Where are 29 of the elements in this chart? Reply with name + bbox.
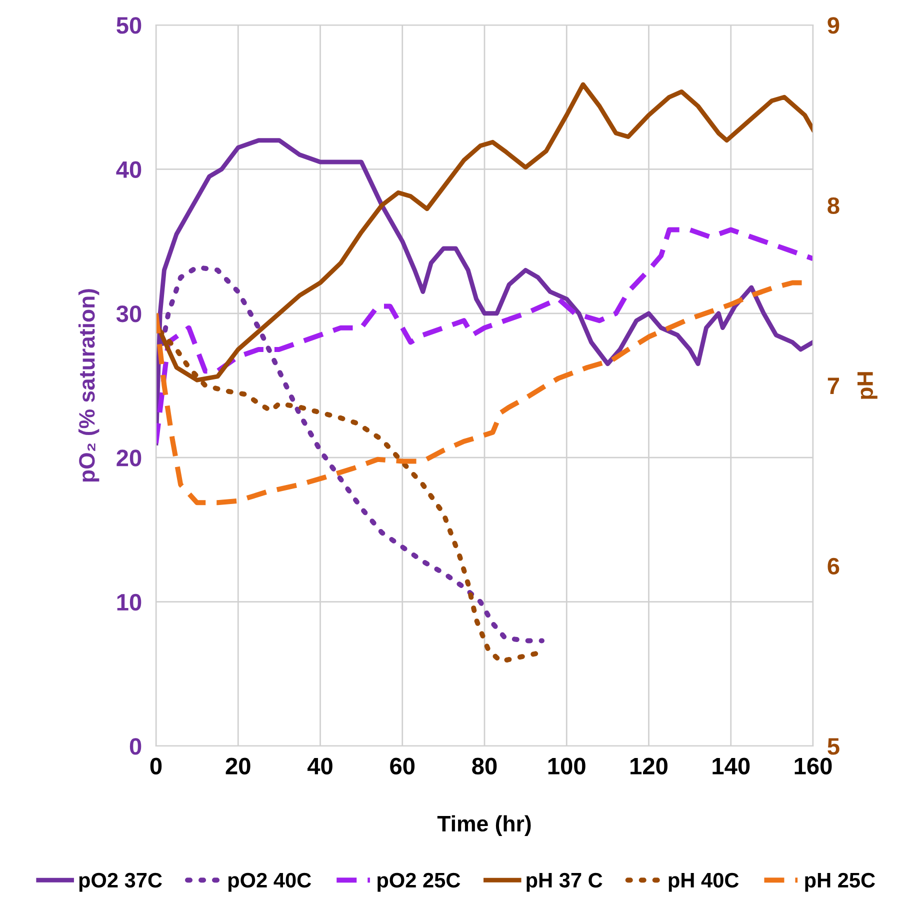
y-tick-label: 40	[116, 161, 142, 178]
y2-tick-label: 6	[828, 558, 840, 575]
x-tick-label: 20	[226, 758, 250, 774]
x-tick-label: 140	[712, 758, 750, 774]
x-tick-label: 100	[548, 758, 586, 774]
y2-tick-label: 8	[828, 197, 840, 214]
y-axis-title: pO₂ (% saturation)	[78, 289, 100, 482]
x-axis-title: Time (hr)	[437, 815, 531, 836]
y-tick-label: 20	[116, 450, 142, 466]
legend-label: pH 40C	[668, 872, 739, 892]
y-tick-label: 10	[117, 594, 142, 611]
x-tick-label: 160	[794, 758, 832, 774]
y-tick-label: 0	[130, 738, 142, 755]
legend-label: pO2 40C	[228, 872, 312, 892]
legend-label: pO2 25C	[378, 872, 460, 892]
x-tick-label: 80	[472, 758, 497, 774]
x-tick-label: 120	[630, 758, 668, 774]
legend-label: pH 37 C	[526, 872, 602, 892]
y-tick-label: 50	[116, 17, 142, 34]
x-tick-label: 0	[150, 758, 162, 774]
y-tick-label: 30	[116, 305, 142, 322]
y2-tick-label: 5	[828, 738, 840, 755]
x-tick-label: 60	[390, 758, 415, 774]
y2-axis-title: pH	[858, 372, 878, 399]
legend-label: pH 25C	[805, 872, 876, 892]
y2-tick-label: 9	[828, 17, 840, 34]
y2-tick-label: 7	[828, 378, 839, 394]
x-tick-label: 40	[307, 758, 332, 774]
legend-label: pO2 37C	[79, 872, 162, 892]
